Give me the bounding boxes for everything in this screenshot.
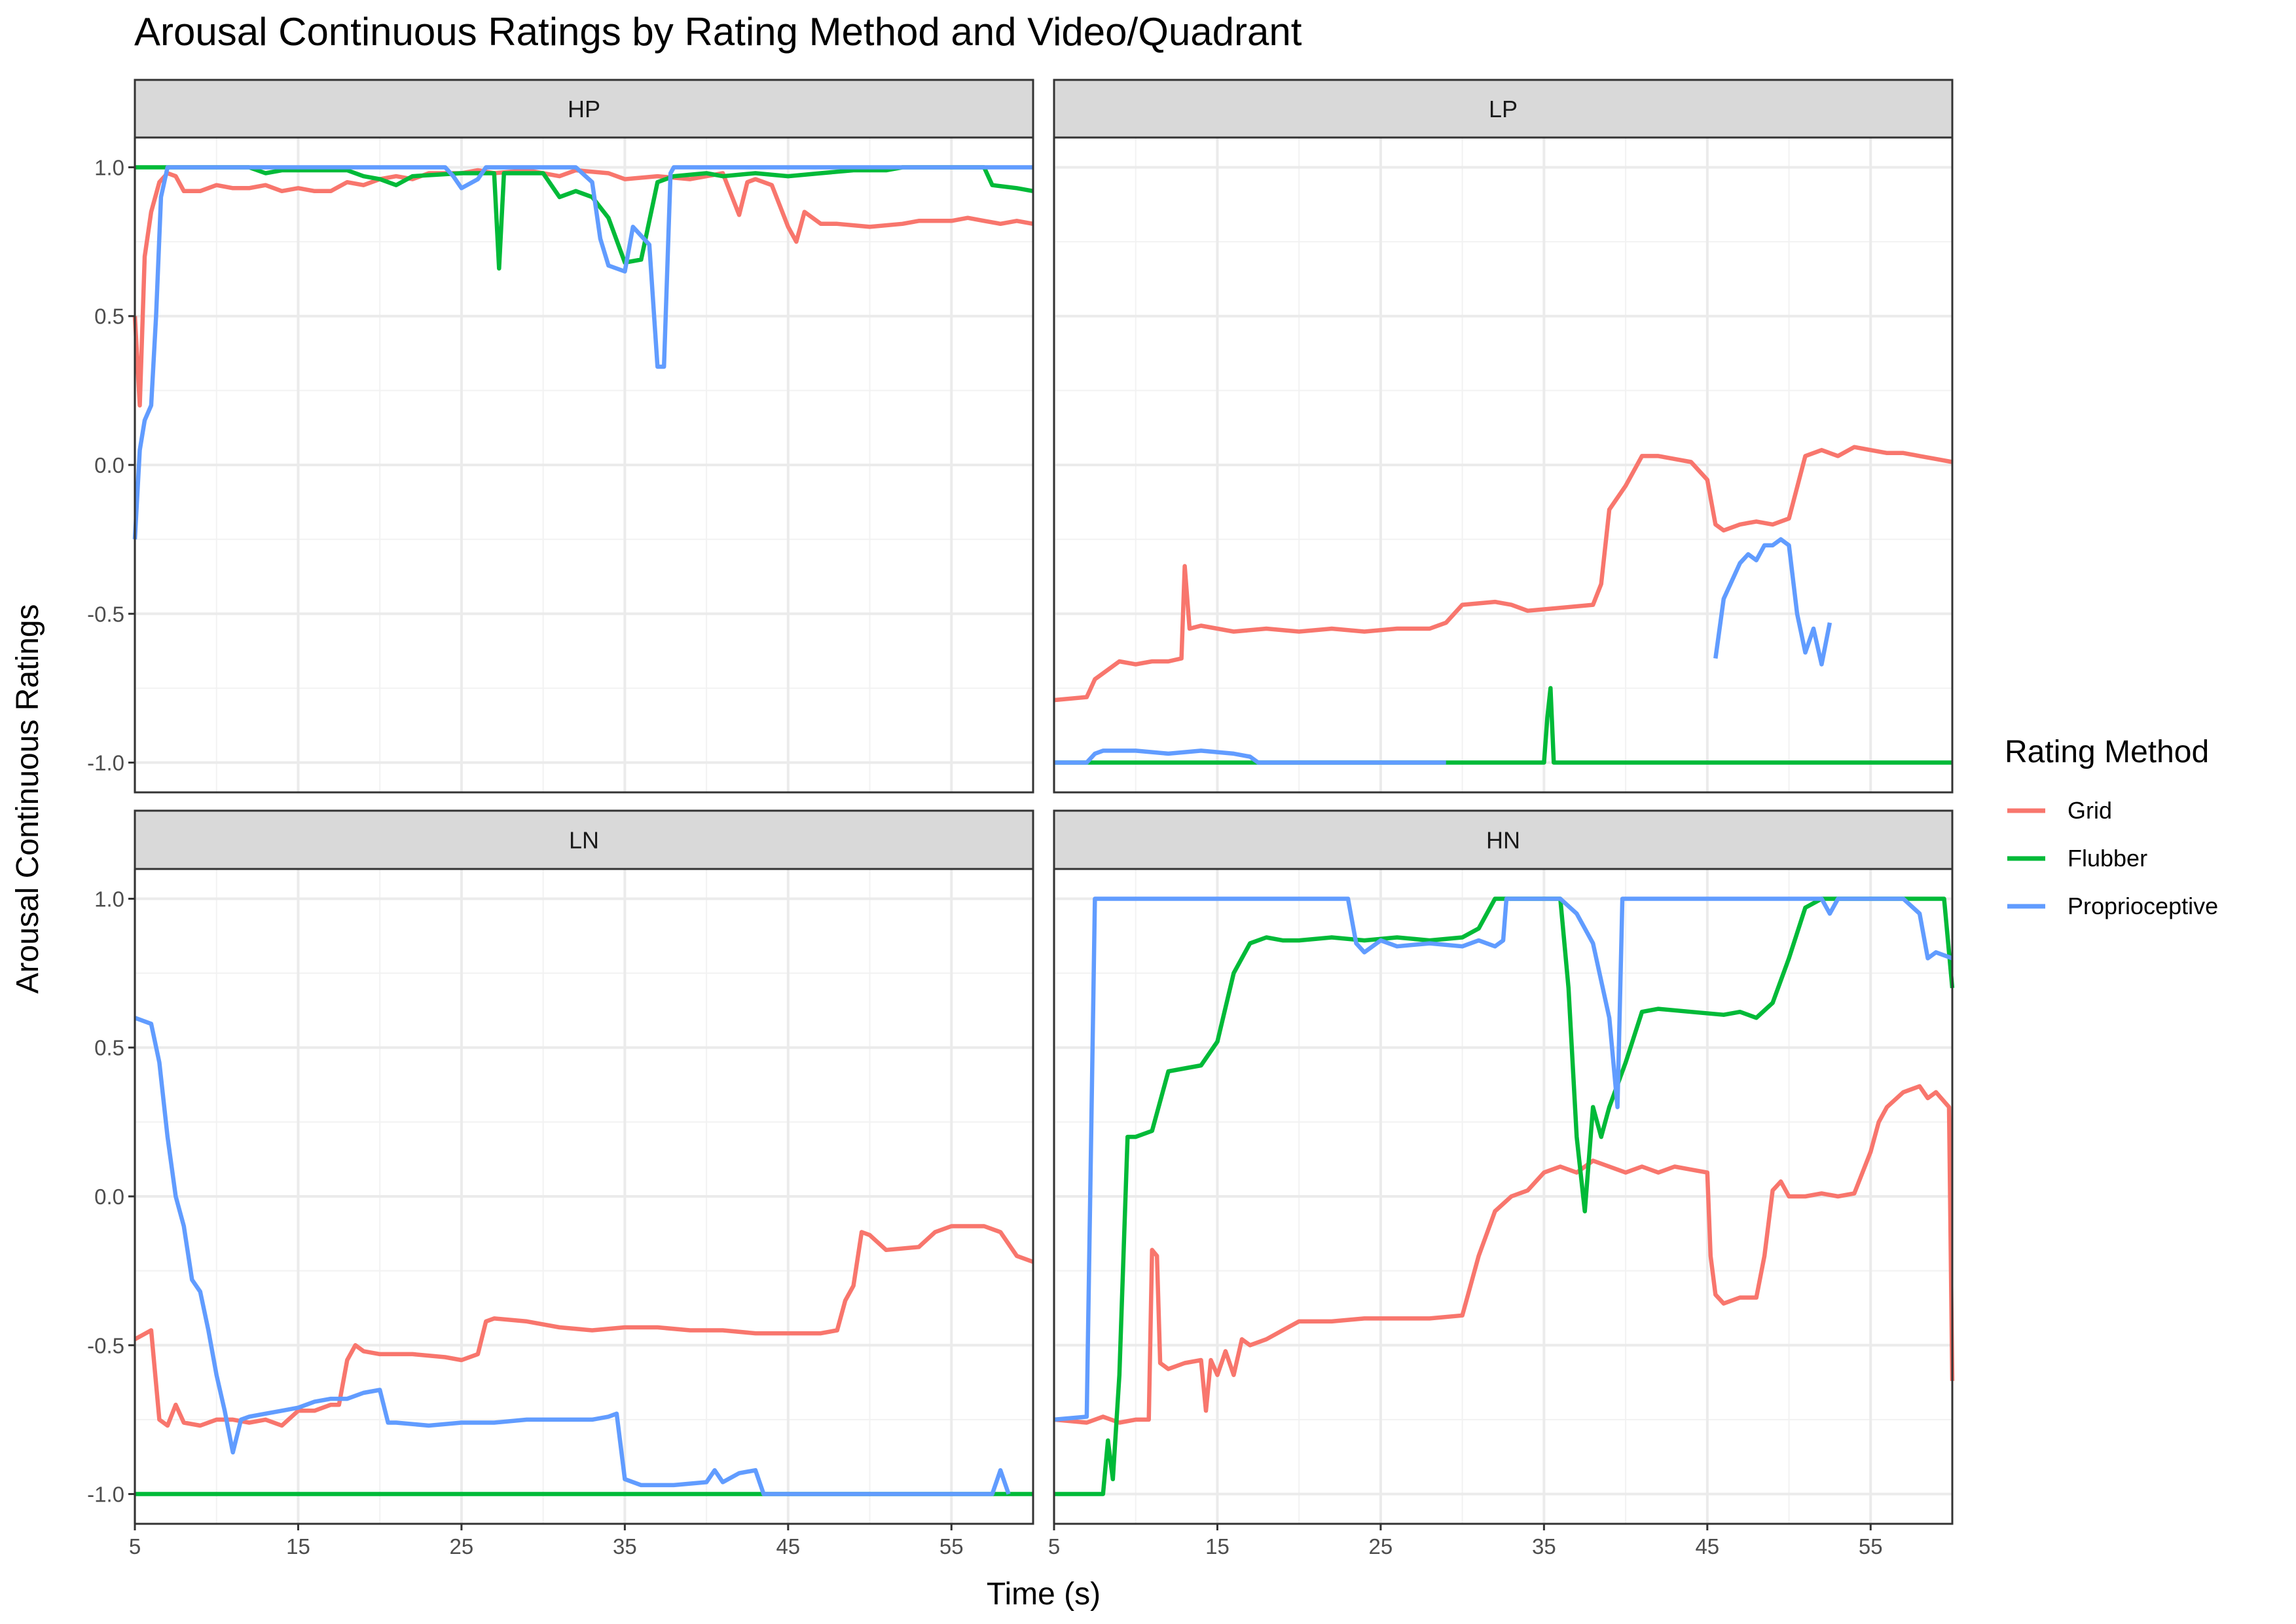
strip-label-hn: HN: [1486, 827, 1520, 854]
x-tick-label: 25: [450, 1534, 474, 1559]
legend-title: Rating Method: [2005, 735, 2209, 769]
strip-label-ln: LN: [569, 827, 599, 854]
series-line-proprioceptive-hp: [132, 165, 1033, 540]
series-line-flubber-hn: [1054, 896, 1955, 1496]
y-tick-label: -0.5: [87, 1333, 124, 1357]
x-tick-label: 5: [1048, 1534, 1060, 1559]
strip-hn: [1053, 809, 1954, 870]
strip-lp: [1053, 79, 1954, 139]
y-tick-label: 1.0: [94, 887, 124, 911]
x-tick-label: 55: [939, 1534, 964, 1559]
series-line-grid-hp: [132, 168, 1034, 408]
series-line-proprioceptive-hn: [1053, 896, 1954, 1422]
chart-title: Arousal Continuous Ratings by Rating Met…: [134, 10, 1302, 54]
y-tick-label: 0.5: [94, 304, 124, 329]
y-tick-label: -1.0: [87, 1483, 124, 1507]
y-tick-label: 1.0: [94, 155, 124, 179]
x-tick-label: 15: [286, 1534, 310, 1559]
series-line-grid-hn: [1053, 1084, 1955, 1425]
strip-label-lp: LP: [1489, 96, 1518, 122]
x-axis-title: Time (s): [987, 1577, 1101, 1612]
x-tick-label: 35: [1532, 1534, 1556, 1559]
legend-label-flubber: Flubber: [2068, 845, 2147, 872]
strip-hp: [134, 79, 1034, 139]
y-tick-label: -1.0: [87, 751, 124, 775]
y-tick-label: -0.5: [87, 602, 124, 626]
series-line-proprioceptive-lp: [1054, 748, 1446, 765]
strip-ln: [134, 809, 1034, 870]
series-line-grid-lp: [1053, 445, 1953, 703]
x-tick-label: 35: [613, 1534, 637, 1559]
x-tick-label: 5: [129, 1534, 141, 1559]
y-tick-label: 0.0: [94, 453, 124, 477]
legend-label-grid: Grid: [2068, 797, 2112, 824]
x-tick-label: 15: [1205, 1534, 1230, 1559]
y-tick-label: 0.0: [94, 1185, 124, 1209]
x-tick-label: 45: [776, 1534, 800, 1559]
x-tick-label: 45: [1695, 1534, 1719, 1559]
y-axis-title: Arousal Continuous Ratings: [10, 604, 45, 993]
strip-label-hp: HP: [568, 96, 600, 122]
series-line-proprioceptive-lp: [1713, 537, 1832, 667]
x-tick-label: 55: [1859, 1534, 1883, 1559]
y-tick-label: 0.5: [94, 1036, 124, 1060]
series-line-grid-ln: [134, 1224, 1034, 1428]
legend-label-proprioceptive: Proprioceptive: [2068, 893, 2218, 919]
series-line-flubber-lp: [1054, 686, 1952, 765]
x-tick-label: 25: [1369, 1534, 1393, 1559]
series-line-proprioceptive-ln: [134, 1016, 1011, 1496]
